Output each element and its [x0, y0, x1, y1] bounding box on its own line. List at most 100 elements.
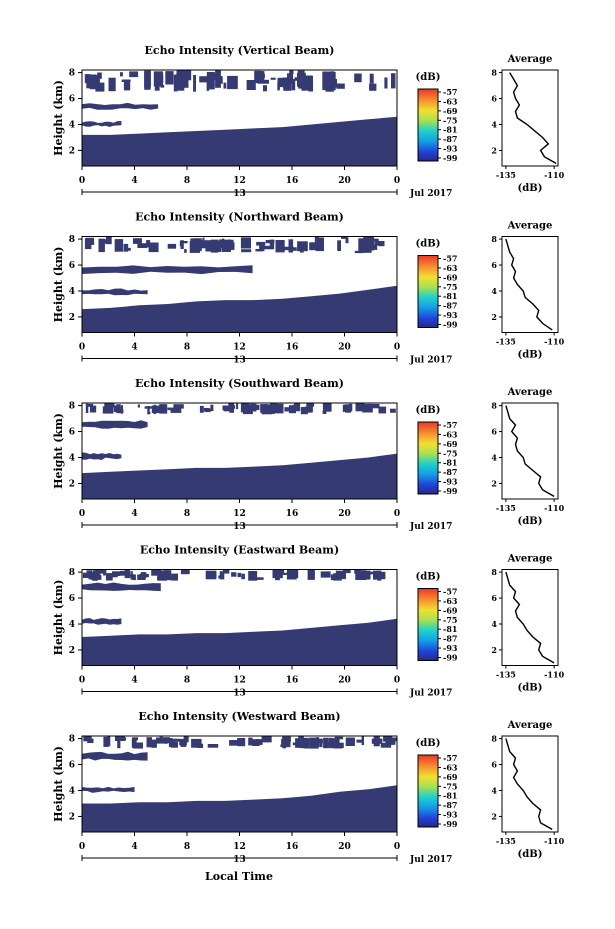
- colorbar-tick-label: -57: [443, 87, 457, 97]
- echo-speckle: [283, 80, 292, 91]
- average-x-tick-label: -135: [496, 836, 516, 846]
- echo-speckle: [379, 571, 386, 580]
- x-tick-label: 20: [338, 509, 351, 519]
- average-y-tick-label: 6: [491, 427, 497, 437]
- echo-layer: [82, 102, 159, 110]
- average-profile-line: [505, 571, 555, 664]
- colorbar-tick-label: -69: [443, 439, 458, 449]
- echo-speckle: [390, 737, 397, 742]
- echo-layer: [82, 288, 148, 296]
- echo-speckle: [202, 237, 205, 245]
- average-y-tick-label: 6: [491, 94, 497, 104]
- echo-speckle: [103, 736, 109, 747]
- colorbar-tick-label: -63: [443, 762, 458, 772]
- average-y-tick-label: 8: [491, 68, 497, 78]
- echo-speckle: [297, 241, 308, 252]
- colorbar-tick-label: -63: [443, 96, 458, 106]
- x-tick-label: 16: [286, 842, 299, 852]
- average-frame: [501, 735, 559, 833]
- average-y-tick-label: 2: [491, 645, 497, 655]
- echo-speckle: [307, 569, 315, 580]
- echo-speckle: [147, 411, 151, 415]
- echo-speckle: [199, 405, 204, 413]
- echo-speckle: [151, 405, 162, 413]
- echo-speckle: [183, 736, 189, 743]
- average-y-tick-label: 6: [491, 760, 497, 770]
- echo-speckle: [281, 739, 291, 748]
- colorbar-tick-label: -75: [443, 448, 457, 458]
- echo-speckle: [101, 239, 111, 244]
- x-tick-label: 20: [338, 676, 351, 686]
- colorbar-tick-label: -57: [443, 254, 457, 264]
- echo-speckle: [298, 736, 303, 748]
- y-tick-label: 6: [69, 761, 75, 771]
- colorbar-tick-label: -75: [443, 615, 457, 625]
- y-tick-label: 8: [69, 69, 75, 79]
- echo-region-lower: [82, 285, 397, 333]
- echo-speckle: [120, 72, 123, 77]
- echo-region-lower: [82, 785, 397, 832]
- echo-speckle: [380, 742, 392, 748]
- colorbar-tick-label: -81: [443, 624, 457, 634]
- colorbar-tick-label: -81: [443, 458, 457, 468]
- echo-layer: [82, 751, 148, 761]
- echo-speckle: [206, 72, 215, 90]
- y-tick-label: 8: [69, 402, 75, 412]
- echo-speckle: [151, 739, 157, 748]
- echo-region-lower: [82, 453, 397, 499]
- colorbar-tick-label: -87: [443, 634, 457, 644]
- echo-speckle: [390, 408, 396, 413]
- beam-panel: Echo Intensity (Westward Beam) 2 4 6 8 Height…: [52, 710, 565, 865]
- echo-speckle: [304, 406, 313, 413]
- x-tick-label: 0: [394, 676, 400, 686]
- echo-speckle: [137, 243, 147, 248]
- echo-speckle: [335, 570, 346, 580]
- echo-speckle: [301, 75, 313, 91]
- echo-speckle: [157, 570, 167, 581]
- echo-speckle: [277, 403, 284, 414]
- echo-speckle: [322, 73, 328, 91]
- x-tick-label: 12: [233, 343, 246, 353]
- echo-speckle: [269, 239, 275, 249]
- echo-speckle: [196, 743, 204, 748]
- colorbar-tick-label: -81: [443, 125, 457, 135]
- average-frame: [501, 236, 559, 333]
- echo-speckle: [84, 238, 92, 250]
- echo-speckle: [354, 569, 361, 574]
- echo-speckle: [89, 74, 100, 90]
- echo-speckle: [82, 572, 89, 578]
- echo-speckle: [229, 740, 239, 746]
- echo-speckle: [103, 570, 106, 576]
- average-x-label: (dB): [518, 183, 543, 194]
- echo-speckle: [119, 570, 127, 576]
- echo-speckle: [170, 407, 182, 413]
- echo-speckle: [281, 572, 290, 575]
- echo-speckle: [213, 245, 222, 252]
- x-tick-label: 16: [286, 343, 299, 353]
- colorbar-tick-label: -75: [443, 781, 457, 791]
- echo-speckle: [123, 80, 131, 91]
- colorbar-tick-label: -87: [443, 800, 457, 810]
- echo-speckle: [330, 71, 335, 89]
- echo-speckle: [208, 571, 217, 579]
- average-y-tick-label: 2: [491, 811, 497, 821]
- echo-speckle: [144, 406, 153, 409]
- average-frame: [501, 569, 559, 666]
- y-tick-label: 6: [69, 261, 75, 271]
- echo-speckle: [153, 404, 157, 415]
- x-tick-label: 4: [131, 509, 137, 519]
- colorbar-tick-label: -63: [443, 263, 458, 273]
- echo-speckle: [345, 237, 349, 244]
- echo-speckle: [159, 736, 163, 740]
- average-y-tick-label: 4: [491, 286, 497, 296]
- echo-speckle: [237, 738, 246, 747]
- echo-speckle: [334, 736, 344, 740]
- echo-speckle: [218, 575, 222, 579]
- average-x-tick-label: -110: [544, 337, 564, 347]
- echo-speckle: [275, 240, 285, 253]
- echo-speckle: [153, 71, 163, 87]
- beam-panel: Echo Intensity (Southward Beam) 2 4 6 8 Heigh…: [52, 377, 565, 532]
- echo-speckle: [191, 738, 202, 748]
- echo-speckle: [121, 79, 131, 82]
- colorbar: [417, 421, 439, 495]
